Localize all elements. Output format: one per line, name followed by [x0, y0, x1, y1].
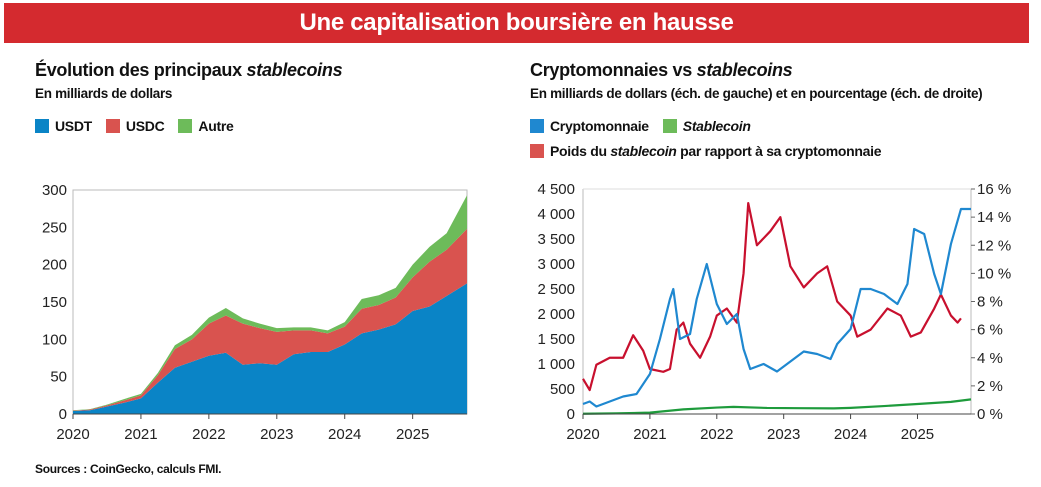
legend-poids-pre: Poids du — [550, 143, 611, 159]
legend-usdc: USDC — [125, 118, 165, 134]
y-left-tick-label: 2 000 — [537, 306, 575, 323]
banner-title: Une capitalisation boursière en hausse — [4, 3, 1029, 43]
x-tick-label: 2022 — [700, 426, 733, 443]
line-stablecoin — [582, 398, 972, 415]
left-chart-subtitle: En milliards de dollars — [35, 86, 173, 101]
x-tick-label: 2021 — [124, 426, 157, 443]
y-left-tick-label: 4 500 — [537, 181, 575, 198]
legend-crypto: Cryptomonnaie — [550, 118, 649, 134]
y-tick-label: 300 — [42, 182, 67, 199]
legend-poids-em: stablecoin — [610, 143, 677, 159]
area-usdt — [73, 283, 467, 414]
legend-autre: Autre — [198, 118, 234, 134]
x-tick-label: 2023 — [260, 426, 293, 443]
legend-swatch-usdt — [35, 119, 49, 133]
title-em: stablecoins — [246, 60, 343, 80]
y-right-tick-label: 0 % — [977, 406, 1003, 423]
y-right-tick-label: 12 % — [977, 237, 1011, 254]
legend-swatch-autre — [178, 119, 193, 133]
right-chart-subtitle: En milliards de dollars (éch. de gauche)… — [530, 86, 983, 101]
y-left-tick-label: 4 000 — [537, 206, 575, 223]
title-text: Évolution des principaux — [35, 60, 247, 80]
y-tick-label: 200 — [42, 257, 67, 274]
title-em: stablecoins — [696, 60, 793, 80]
legend-swatch-poids — [530, 144, 544, 158]
legend-swatch-crypto — [530, 119, 544, 133]
x-tick-label: 2025 — [396, 426, 429, 443]
x-tick-label: 2021 — [633, 426, 666, 443]
right-legend-row1: Cryptomonnaie Stablecoin — [530, 118, 751, 134]
y-left-tick-label: 500 — [550, 381, 575, 398]
y-left-tick-label: 1 000 — [537, 356, 575, 373]
right-chart-title: Cryptomonnaies vs stablecoins — [530, 60, 793, 81]
x-tick-label: 2022 — [192, 426, 225, 443]
legend-stablecoin: Stablecoin — [682, 118, 751, 134]
y-tick-label: 0 — [59, 406, 67, 423]
y-tick-label: 250 — [42, 219, 67, 236]
left-legend: USDT USDC Autre — [35, 118, 234, 134]
right-legend-row2: Poids du stablecoin par rapport à sa cry… — [530, 143, 882, 159]
y-tick-label: 50 — [50, 369, 67, 386]
y-left-tick-label: 3 500 — [537, 231, 575, 248]
line-cryptomonnaie — [582, 207, 971, 408]
legend-poids-post: par rapport à sa cryptomonnaie — [676, 143, 882, 159]
left-chart-title: Évolution des principaux stablecoins — [35, 60, 343, 81]
x-tick-label: 2024 — [328, 426, 361, 443]
legend-swatch-stablecoin — [662, 119, 677, 133]
y-left-tick-label: 1 500 — [537, 331, 575, 348]
y-tick-label: 150 — [42, 294, 67, 311]
area-usdc — [73, 228, 467, 412]
legend-swatch-usdc — [105, 119, 120, 133]
y-right-tick-label: 2 % — [977, 378, 1003, 395]
y-right-tick-label: 4 % — [977, 350, 1003, 367]
x-tick-label: 2020 — [56, 426, 89, 443]
y-right-tick-label: 14 % — [977, 209, 1011, 226]
y-left-tick-label: 0 — [567, 406, 575, 423]
y-right-tick-label: 6 % — [977, 322, 1003, 339]
legend-poids: Poids du stablecoin par rapport à sa cry… — [550, 143, 882, 159]
x-tick-label: 2020 — [566, 426, 599, 443]
y-right-tick-label: 16 % — [977, 181, 1011, 198]
x-tick-label: 2024 — [834, 426, 867, 443]
x-tick-label: 2025 — [901, 426, 934, 443]
y-tick-label: 100 — [42, 331, 67, 348]
y-left-tick-label: 3 000 — [537, 256, 575, 273]
y-left-tick-label: 2 500 — [537, 281, 575, 298]
title-text: Cryptomonnaies vs — [530, 60, 697, 80]
line-poids — [582, 201, 962, 392]
y-right-tick-label: 10 % — [977, 265, 1011, 282]
source-note: Sources : CoinGecko, calculs FMI. — [35, 462, 222, 476]
legend-usdt: USDT — [55, 118, 92, 134]
x-tick-label: 2023 — [767, 426, 800, 443]
y-right-tick-label: 8 % — [977, 294, 1003, 311]
